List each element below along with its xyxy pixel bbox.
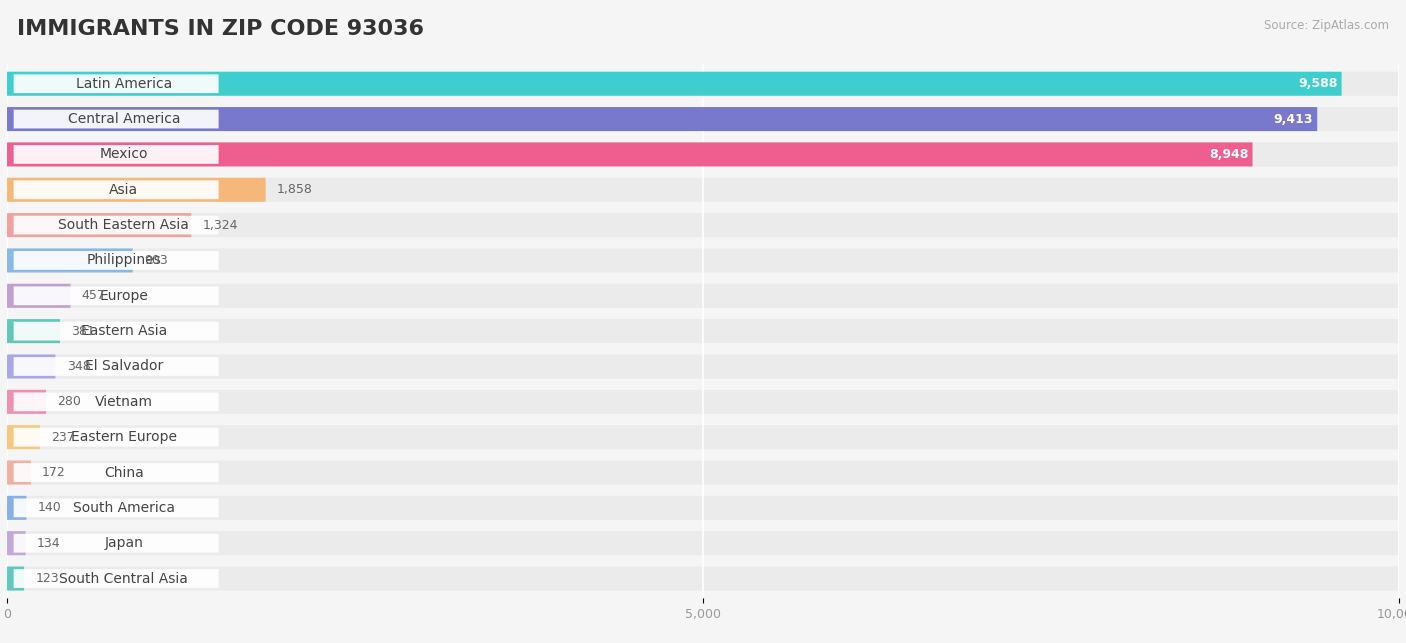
Text: IMMIGRANTS IN ZIP CODE 93036: IMMIGRANTS IN ZIP CODE 93036 [17, 19, 423, 39]
FancyBboxPatch shape [7, 248, 1399, 273]
Text: Source: ZipAtlas.com: Source: ZipAtlas.com [1264, 19, 1389, 32]
FancyBboxPatch shape [13, 216, 218, 235]
FancyBboxPatch shape [7, 107, 1399, 131]
Text: 140: 140 [38, 502, 62, 514]
FancyBboxPatch shape [13, 322, 218, 341]
Text: Japan: Japan [104, 536, 143, 550]
FancyBboxPatch shape [7, 142, 1399, 167]
Text: 237: 237 [51, 431, 75, 444]
FancyBboxPatch shape [13, 498, 218, 517]
FancyBboxPatch shape [13, 534, 218, 552]
Bar [7, 562, 1399, 595]
FancyBboxPatch shape [13, 569, 218, 588]
Text: Eastern Asia: Eastern Asia [80, 324, 167, 338]
Text: China: China [104, 466, 143, 480]
Text: South Eastern Asia: South Eastern Asia [59, 218, 190, 232]
Bar [7, 527, 1399, 560]
Text: 9,413: 9,413 [1274, 113, 1313, 125]
FancyBboxPatch shape [13, 463, 218, 482]
Text: 1,858: 1,858 [277, 183, 312, 196]
FancyBboxPatch shape [7, 248, 132, 273]
Bar [7, 279, 1399, 312]
FancyBboxPatch shape [13, 75, 218, 93]
FancyBboxPatch shape [7, 566, 1399, 590]
Text: 172: 172 [42, 466, 66, 479]
FancyBboxPatch shape [7, 460, 1399, 485]
Text: South America: South America [73, 501, 174, 515]
Text: Eastern Europe: Eastern Europe [70, 430, 177, 444]
Bar [7, 421, 1399, 454]
Text: 903: 903 [143, 254, 167, 267]
FancyBboxPatch shape [7, 319, 60, 343]
FancyBboxPatch shape [7, 107, 1317, 131]
FancyBboxPatch shape [7, 531, 1399, 555]
FancyBboxPatch shape [7, 531, 25, 555]
FancyBboxPatch shape [13, 392, 218, 412]
Text: South Central Asia: South Central Asia [59, 572, 188, 586]
FancyBboxPatch shape [7, 213, 1399, 237]
FancyBboxPatch shape [13, 286, 218, 305]
Bar [7, 138, 1399, 171]
FancyBboxPatch shape [7, 177, 266, 202]
FancyBboxPatch shape [13, 145, 218, 164]
FancyBboxPatch shape [7, 284, 70, 308]
Bar [7, 314, 1399, 348]
FancyBboxPatch shape [7, 142, 1253, 167]
FancyBboxPatch shape [7, 72, 1399, 96]
Bar [7, 350, 1399, 383]
FancyBboxPatch shape [7, 496, 1399, 520]
FancyBboxPatch shape [13, 428, 218, 446]
FancyBboxPatch shape [7, 354, 1399, 379]
Text: 9,588: 9,588 [1298, 77, 1337, 90]
FancyBboxPatch shape [13, 357, 218, 376]
Text: Central America: Central America [67, 112, 180, 126]
Text: 8,948: 8,948 [1209, 148, 1249, 161]
Bar [7, 67, 1399, 100]
Text: 457: 457 [82, 289, 105, 302]
Text: Asia: Asia [110, 183, 138, 197]
Bar [7, 385, 1399, 419]
Text: Mexico: Mexico [100, 147, 148, 161]
FancyBboxPatch shape [7, 354, 55, 379]
Bar [7, 491, 1399, 525]
Text: El Salvador: El Salvador [84, 359, 163, 374]
Text: 134: 134 [37, 537, 60, 550]
FancyBboxPatch shape [13, 251, 218, 270]
FancyBboxPatch shape [7, 390, 1399, 414]
FancyBboxPatch shape [7, 72, 1341, 96]
Bar [7, 173, 1399, 206]
Bar [7, 102, 1399, 136]
FancyBboxPatch shape [7, 496, 27, 520]
FancyBboxPatch shape [7, 177, 1399, 202]
FancyBboxPatch shape [7, 425, 1399, 449]
Text: 123: 123 [35, 572, 59, 585]
Bar [7, 208, 1399, 242]
FancyBboxPatch shape [7, 390, 46, 414]
FancyBboxPatch shape [13, 181, 218, 199]
FancyBboxPatch shape [13, 110, 218, 129]
Bar [7, 244, 1399, 277]
Text: 348: 348 [66, 360, 90, 373]
Text: 280: 280 [58, 395, 82, 408]
Text: 1,324: 1,324 [202, 219, 238, 231]
FancyBboxPatch shape [7, 319, 1399, 343]
Text: Philippines: Philippines [86, 253, 162, 267]
Text: Vietnam: Vietnam [94, 395, 153, 409]
Text: 381: 381 [72, 325, 96, 338]
FancyBboxPatch shape [7, 460, 31, 485]
Text: Latin America: Latin America [76, 77, 172, 91]
FancyBboxPatch shape [7, 425, 39, 449]
Bar [7, 456, 1399, 489]
FancyBboxPatch shape [7, 213, 191, 237]
FancyBboxPatch shape [7, 566, 24, 590]
FancyBboxPatch shape [7, 284, 1399, 308]
Text: Europe: Europe [100, 289, 148, 303]
